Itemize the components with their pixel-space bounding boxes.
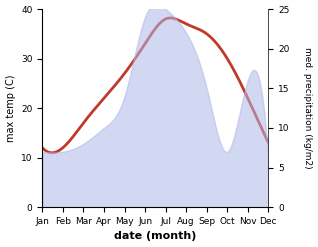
Y-axis label: max temp (C): max temp (C) [5, 74, 16, 142]
Y-axis label: med. precipitation (kg/m2): med. precipitation (kg/m2) [303, 47, 313, 169]
X-axis label: date (month): date (month) [114, 231, 197, 242]
